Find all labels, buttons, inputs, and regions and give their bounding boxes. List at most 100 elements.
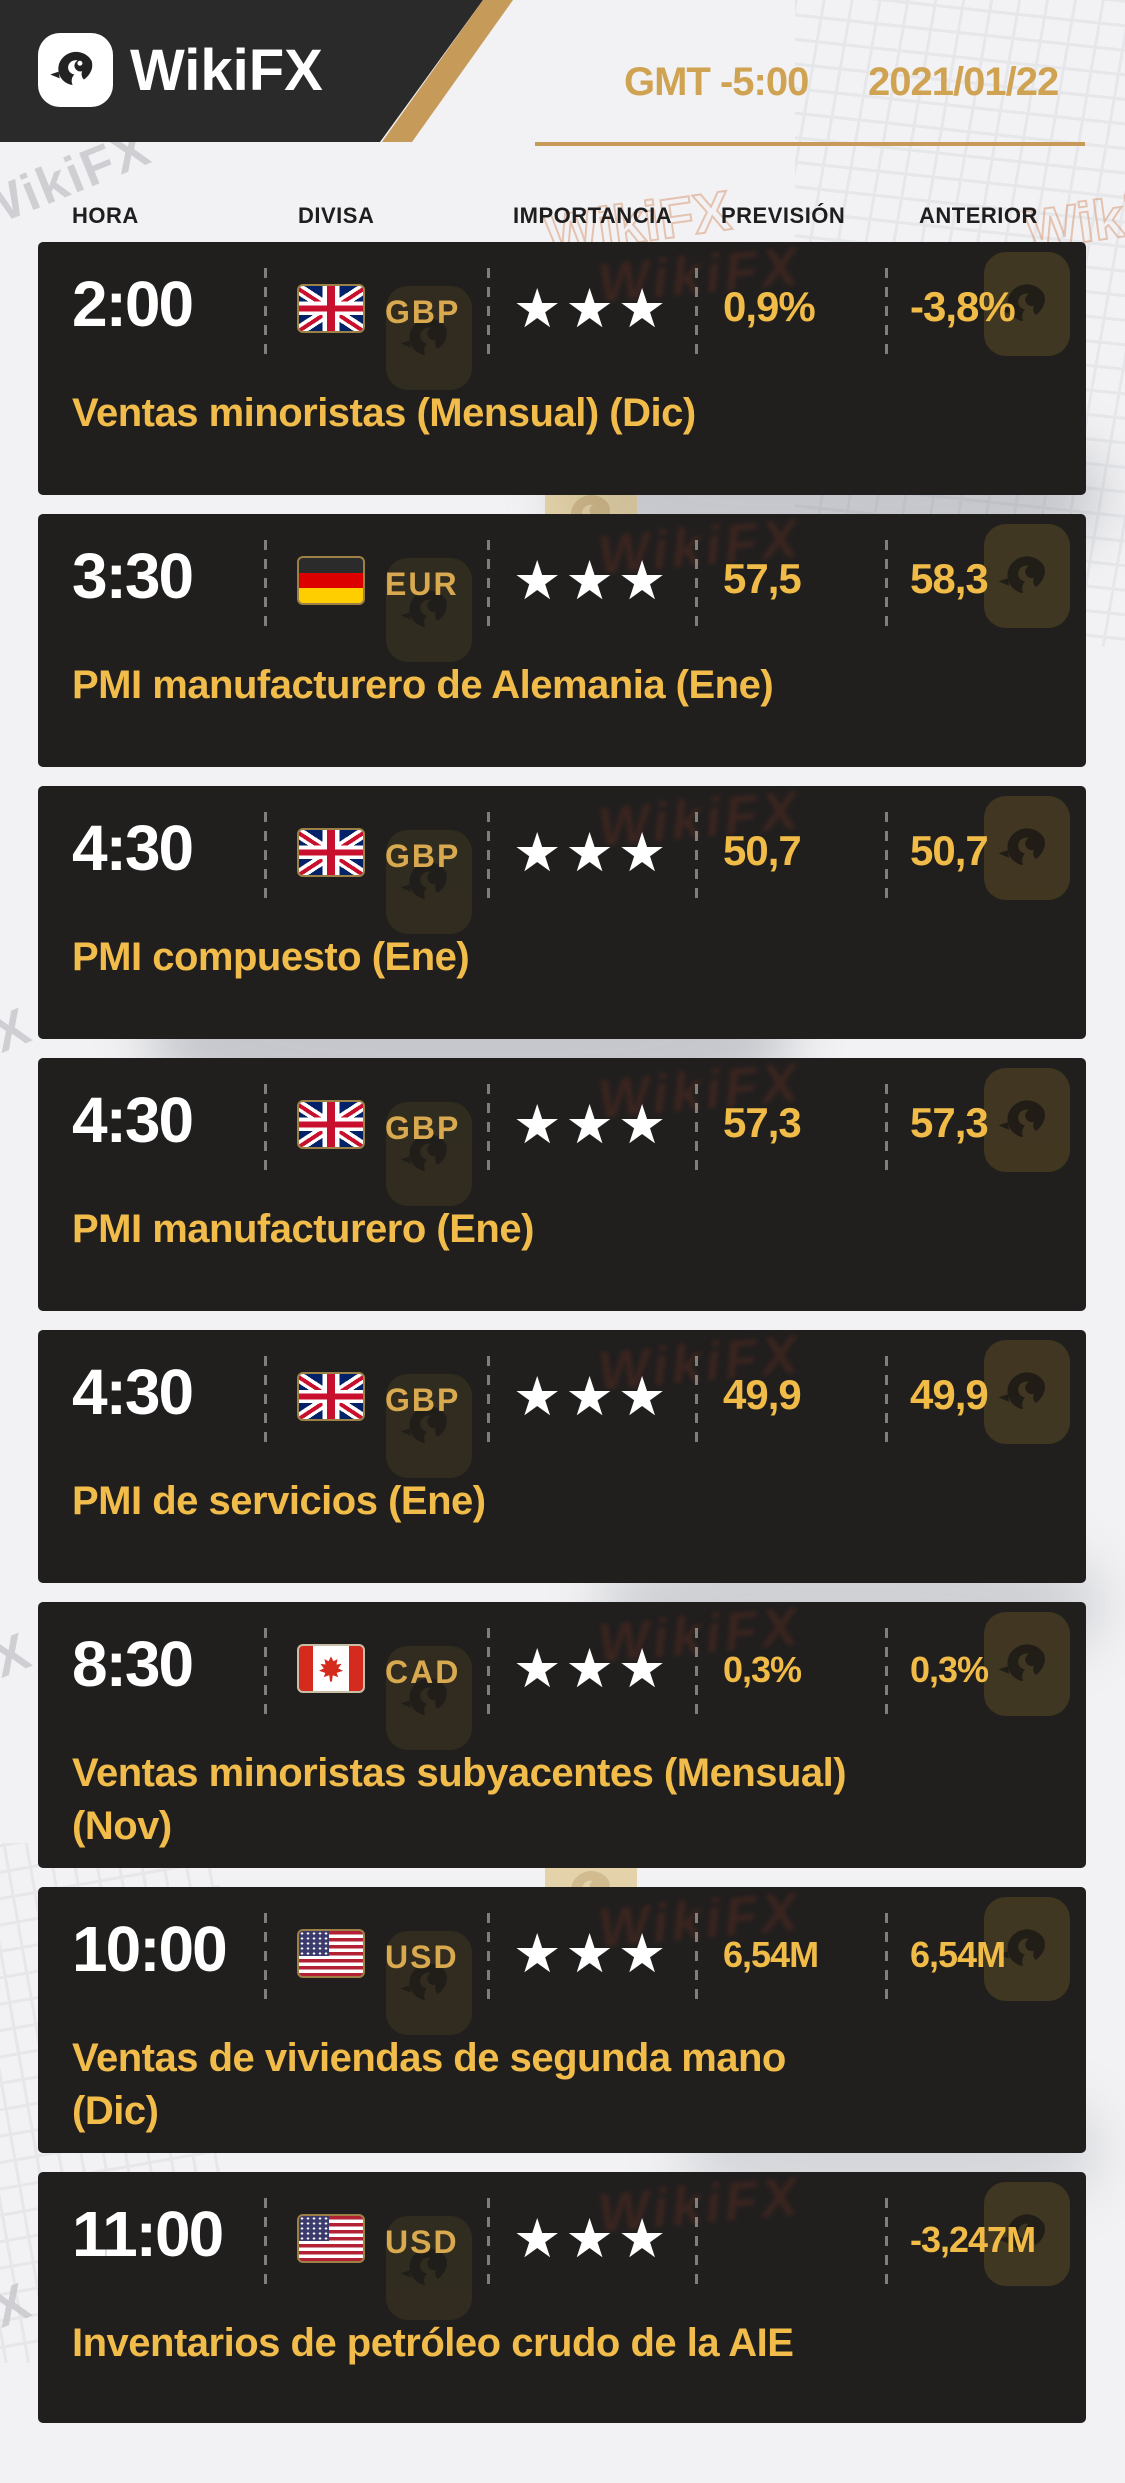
column-divider [695, 540, 698, 628]
eagle-watermark-icon [984, 1612, 1070, 1716]
event-time: 10:00 [72, 1913, 228, 1985]
importance-stars: ★★★ [513, 1365, 671, 1428]
currency-code: GBP [385, 1382, 461, 1418]
eagle-watermark-icon [984, 1340, 1070, 1444]
wikifx-logo [38, 33, 113, 107]
importance-stars: ★★★ [513, 2207, 671, 2270]
eagle-watermark-icon [386, 286, 472, 390]
currency-flag-icon [297, 1644, 365, 1693]
column-divider [487, 268, 490, 356]
currency-flag-icon [297, 1372, 365, 1421]
forecast-value: 0,9% [723, 283, 816, 330]
currency-code: GBP [385, 838, 461, 874]
event-row: WikiFX 4:30 GBP ★★★ 50,7 50,7 PMI compue… [38, 786, 1086, 1039]
column-divider [695, 268, 698, 356]
currency-code: GBP [385, 294, 461, 330]
eagle-watermark-icon [984, 252, 1070, 356]
column-divider [487, 1356, 490, 1444]
previous-value: 6,54M [910, 1934, 1006, 1975]
eagle-watermark-icon [386, 830, 472, 934]
forecast-value: 50,7 [723, 827, 802, 874]
currency-code: USD [385, 1939, 459, 1975]
previous-value: -3,247M [910, 2219, 1036, 2260]
eagle-watermark-icon [386, 1374, 472, 1478]
event-title: PMI manufacturero (Ene) [72, 1207, 534, 1251]
column-divider [264, 812, 267, 900]
currency-flag-icon [297, 284, 365, 333]
currency-code: USD [385, 2224, 459, 2260]
event-list: WikiFX 2:00 GBP ★★★ 0,9% -3,8% Ventas mi… [38, 242, 1086, 2442]
column-divider [264, 1913, 267, 2001]
forecast-value: 49,9 [723, 1371, 802, 1418]
column-divider [487, 1084, 490, 1172]
previous-value: 57,3 [910, 1099, 989, 1146]
column-divider [487, 1628, 490, 1716]
previous-value: -3,8% [910, 283, 1016, 330]
column-divider [264, 540, 267, 628]
eagle-watermark-icon [386, 1646, 472, 1750]
event-time: 11:00 [72, 2198, 224, 2270]
us-flag-canton [299, 1931, 329, 1956]
header-underline [535, 142, 1085, 146]
event-time: 4:30 [72, 1084, 194, 1156]
column-divider [487, 2198, 490, 2286]
forecast-value: 57,5 [723, 555, 802, 602]
column-divider [264, 268, 267, 356]
currency-flag-icon [297, 1929, 365, 1978]
event-time: 4:30 [72, 1356, 194, 1428]
event-title: PMI compuesto (Ene) [72, 935, 470, 979]
column-divider [885, 812, 888, 900]
column-divider [695, 1913, 698, 2001]
event-row: WikiFX 2:00 GBP ★★★ 0,9% -3,8% Ventas mi… [38, 242, 1086, 495]
maple-leaf-icon [319, 1655, 343, 1682]
column-divider [264, 1628, 267, 1716]
event-title: PMI de servicios (Ene) [72, 1479, 486, 1523]
event-title: Ventas de viviendas de segunda mano (Dic… [72, 2036, 786, 2133]
watermark-text: iFX [0, 996, 40, 1084]
brand-name: WikiFX [130, 38, 323, 103]
column-divider [487, 540, 490, 628]
column-header-time: HORA [72, 203, 139, 228]
header: WikiFX GMT -5:00 2021/01/22 [0, 0, 1125, 150]
currency-flag-icon [297, 1100, 365, 1149]
currency-flag-icon [297, 556, 365, 605]
importance-stars: ★★★ [513, 277, 671, 340]
event-row: WikiFX 4:30 GBP ★★★ 49,9 49,9 PMI de ser… [38, 1330, 1086, 1583]
column-divider [885, 1356, 888, 1444]
column-divider [264, 2198, 267, 2286]
column-divider [695, 1084, 698, 1172]
column-divider [264, 1084, 267, 1172]
eagle-watermark-icon [984, 796, 1070, 900]
importance-stars: ★★★ [513, 1637, 671, 1700]
event-row: WikiFX 3:30 EUR ★★★ 57,5 58,3 PMI manufa… [38, 514, 1086, 767]
forecast-value: 6,54M [723, 1934, 819, 1975]
importance-stars: ★★★ [513, 1093, 671, 1156]
column-divider [695, 1356, 698, 1444]
date-label: 2021/01/22 [868, 60, 1059, 104]
event-title: Ventas minoristas (Mensual) (Dic) [72, 391, 696, 435]
previous-value: 50,7 [910, 827, 989, 874]
importance-stars: ★★★ [513, 1922, 671, 1985]
event-time: 3:30 [72, 540, 194, 612]
importance-stars: ★★★ [513, 821, 671, 884]
eagle-watermark-icon [984, 1068, 1070, 1172]
eagle-watermark-icon [386, 2216, 472, 2320]
eagle-icon [49, 51, 92, 86]
column-divider [695, 1628, 698, 1716]
event-time: 4:30 [72, 812, 194, 884]
watermark-text: iFX [0, 1621, 40, 1709]
currency-code: GBP [385, 1110, 461, 1146]
column-divider [885, 268, 888, 356]
currency-flag-icon [297, 828, 365, 877]
forecast-value: 57,3 [723, 1099, 802, 1146]
event-time: 8:30 [72, 1628, 194, 1700]
column-divider [885, 1084, 888, 1172]
column-header-importance: IMPORTANCIA [513, 203, 673, 228]
column-divider [885, 2198, 888, 2286]
column-header-currency: DIVISA [298, 203, 375, 228]
eagle-watermark-icon [386, 1931, 472, 2035]
event-row: WikiFX 10:00 USD ★★★ 6,54M 6,54M Ventas … [38, 1887, 1086, 2153]
column-header-forecast: PREVISIÓN [721, 203, 846, 228]
timezone-label: GMT -5:00 [624, 60, 809, 104]
